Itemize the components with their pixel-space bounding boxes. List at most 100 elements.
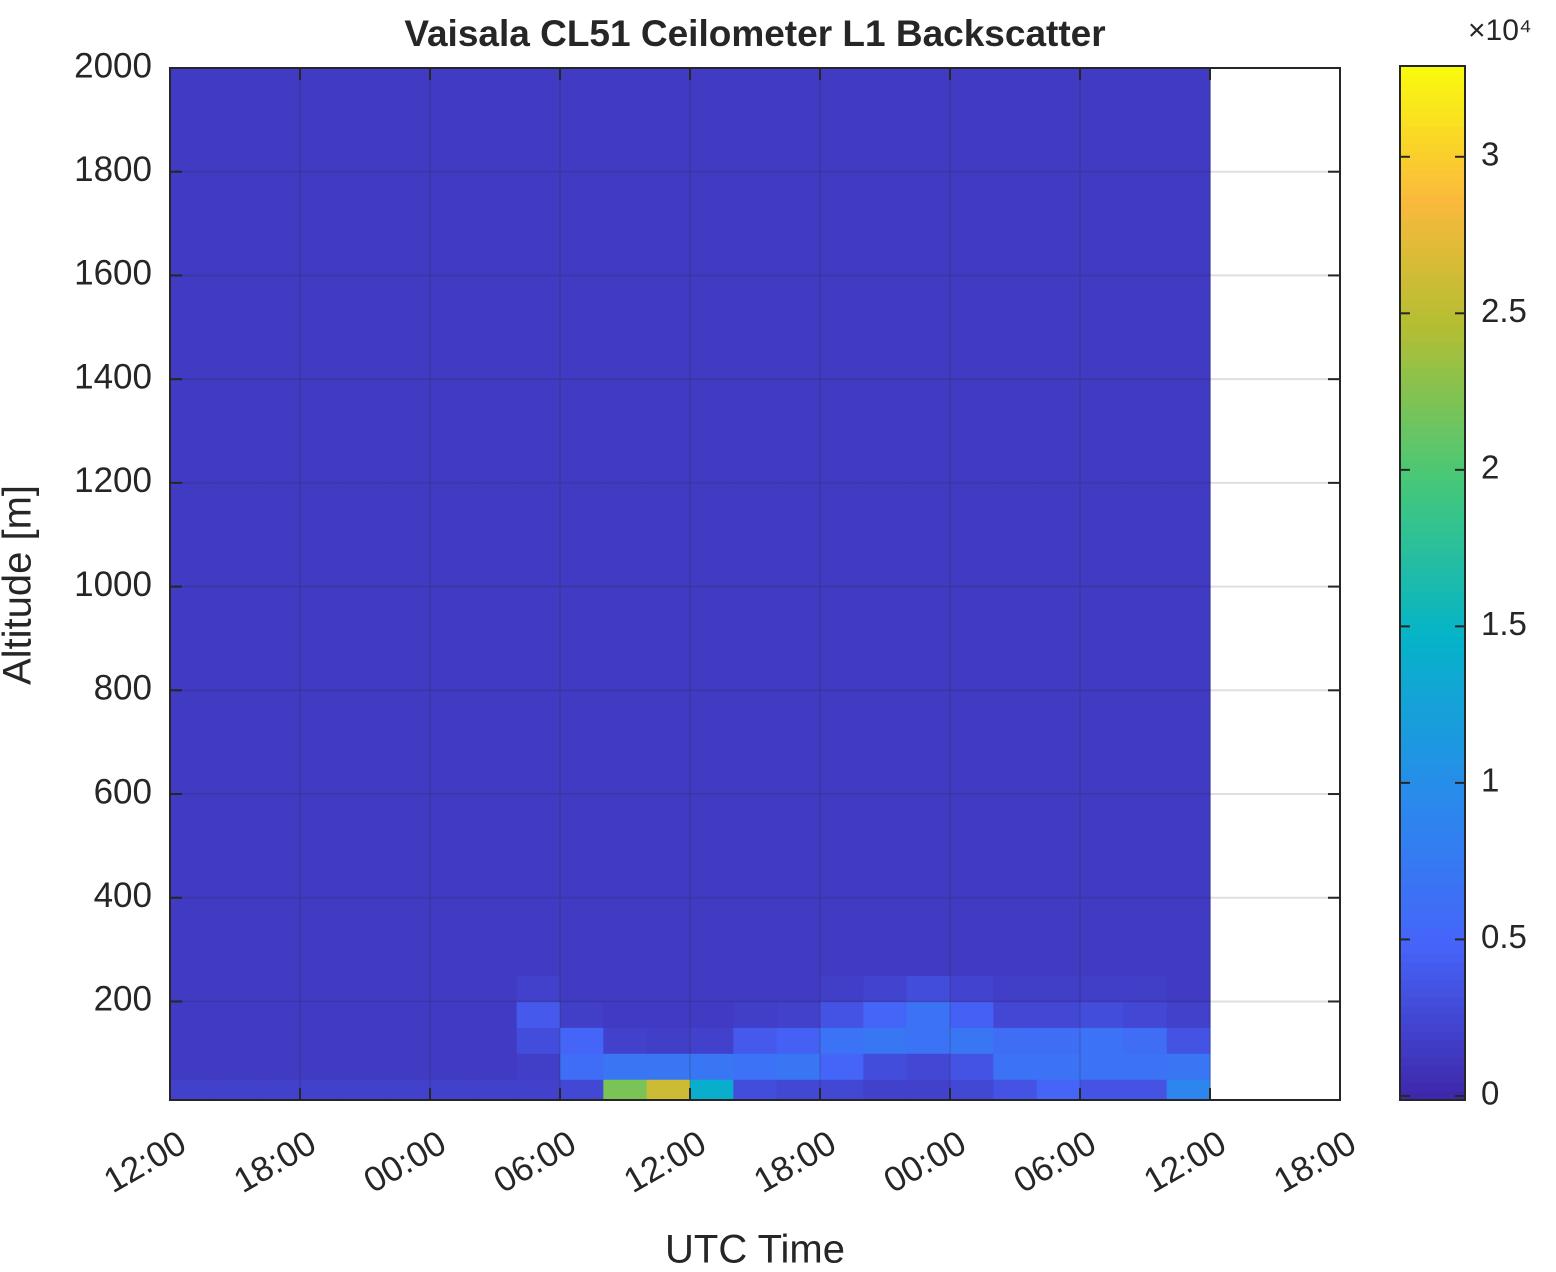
colorbar-segment — [1400, 203, 1465, 214]
colorbar-segment — [1400, 1048, 1465, 1058]
colorbar-segment — [1400, 160, 1465, 170]
colorbar-segment — [1400, 66, 1465, 76]
heatmap-cell — [776, 1053, 821, 1080]
colorbar-segment — [1400, 109, 1465, 119]
colorbar-segment — [1400, 591, 1465, 601]
heatmap-cell — [733, 68, 778, 977]
heatmap-cell — [733, 975, 778, 1002]
heatmap-cell — [993, 1027, 1038, 1054]
colorbar-segment — [1400, 574, 1465, 584]
heatmap-cell — [300, 1001, 344, 1028]
colorbar-segment — [1400, 970, 1465, 980]
colorbar-segment — [1400, 841, 1465, 851]
heatmap-cell — [820, 1001, 864, 1028]
heatmap-cell — [560, 1053, 604, 1080]
heatmap-cell — [993, 975, 1038, 1002]
heatmap-cell — [430, 1053, 474, 1080]
colorbar-segment — [1400, 548, 1465, 558]
colorbar-segment — [1400, 453, 1465, 463]
colorbar-segment — [1400, 884, 1465, 894]
colorbar-segment — [1400, 134, 1465, 145]
heatmap-cell — [603, 1079, 648, 1101]
heatmap-cell — [1166, 975, 1211, 1002]
heatmap-cell — [1166, 68, 1211, 977]
heatmap-cell — [603, 1053, 648, 1080]
x-tick-label: 12:00 — [1137, 1123, 1232, 1201]
heatmap-cell — [776, 975, 821, 1002]
heatmap-cell — [516, 1001, 561, 1028]
heatmap-cell — [863, 1027, 908, 1054]
chart-title: Vaisala CL51 Ceilometer L1 Backscatter — [404, 13, 1105, 54]
heatmap-cell — [733, 1027, 778, 1054]
heatmap-cell — [170, 1079, 214, 1101]
heatmap-cell — [386, 1027, 431, 1054]
heatmap-cell — [690, 1027, 734, 1054]
colorbar-segment — [1400, 281, 1465, 291]
colorbar-segment — [1400, 91, 1465, 102]
heatmap-cell — [820, 975, 864, 1002]
heatmap-cell — [300, 975, 344, 1002]
heatmap-cell — [690, 1001, 734, 1028]
colorbar-segment — [1400, 384, 1465, 395]
heatmap-cell — [516, 1027, 561, 1054]
colorbar-segment — [1400, 953, 1465, 963]
colorbar-segment — [1400, 255, 1465, 265]
colorbar-segment — [1400, 720, 1465, 731]
colorbar-exponent: ×10⁴ — [1468, 14, 1532, 47]
heatmap-cell — [213, 1079, 258, 1101]
x-tick-label: 00:00 — [357, 1123, 452, 1201]
colorbar-segment — [1400, 1091, 1465, 1101]
heatmap-cell — [516, 1079, 561, 1101]
colorbar-segment — [1400, 367, 1465, 377]
heatmap-cell — [863, 1079, 908, 1101]
colorbar-segment — [1400, 1039, 1465, 1049]
heatmap-cell — [906, 1001, 951, 1028]
colorbar-segment — [1400, 824, 1465, 834]
colorbar-segment — [1400, 781, 1465, 791]
colorbar-segment — [1400, 600, 1465, 610]
colorbar-segment — [1400, 996, 1465, 1006]
colorbar-segment — [1400, 522, 1465, 532]
colorbar-segment — [1400, 436, 1465, 446]
colorbar-segment — [1400, 376, 1465, 386]
heatmap-cell — [300, 1079, 344, 1101]
colorbar-segment — [1400, 290, 1465, 300]
heatmap-cell — [776, 1079, 821, 1101]
heatmap-cell — [1166, 1027, 1211, 1054]
colorbar-segment — [1400, 893, 1465, 903]
colorbar-segment — [1400, 979, 1465, 989]
heatmap-cell — [473, 68, 518, 977]
colorbar-segment — [1400, 410, 1465, 420]
heatmap-cell — [256, 1027, 301, 1054]
heatmap-cell — [950, 1053, 994, 1080]
heatmap-cell — [603, 975, 648, 1002]
heatmap-cell — [646, 1053, 691, 1080]
heatmap-cell — [170, 68, 214, 977]
heatmap-cell — [906, 975, 951, 1002]
heatmap-cell — [1080, 1079, 1124, 1101]
heatmap-cell — [820, 1053, 864, 1080]
colorbar-segment — [1400, 944, 1465, 955]
colorbar-segment — [1400, 333, 1465, 343]
heatmap-cell — [170, 1053, 214, 1080]
heatmap-cell — [690, 68, 734, 977]
heatmap-cell — [950, 1001, 994, 1028]
heatmap-cell — [776, 1027, 821, 1054]
heatmap-cell — [993, 1079, 1038, 1101]
heatmap-cell — [300, 1053, 344, 1080]
heatmap-cell — [950, 68, 994, 977]
colorbar-segment — [1400, 850, 1465, 860]
heatmap-cell — [213, 1053, 258, 1080]
heatmap-cell — [993, 1001, 1038, 1028]
heatmap-cell — [213, 1027, 258, 1054]
heatmap-cell — [1166, 1079, 1211, 1101]
heatmap-cell — [256, 975, 301, 1002]
heatmap-cell — [646, 975, 691, 1002]
heatmap-cell — [820, 1027, 864, 1054]
colorbar-segment — [1400, 763, 1465, 774]
heatmap-cell — [1123, 68, 1168, 977]
colorbar-tick-label: 1.5 — [1481, 605, 1527, 642]
heatmap-cell — [690, 975, 734, 1002]
colorbar-segment — [1400, 74, 1465, 84]
colorbar-segment — [1400, 470, 1465, 481]
